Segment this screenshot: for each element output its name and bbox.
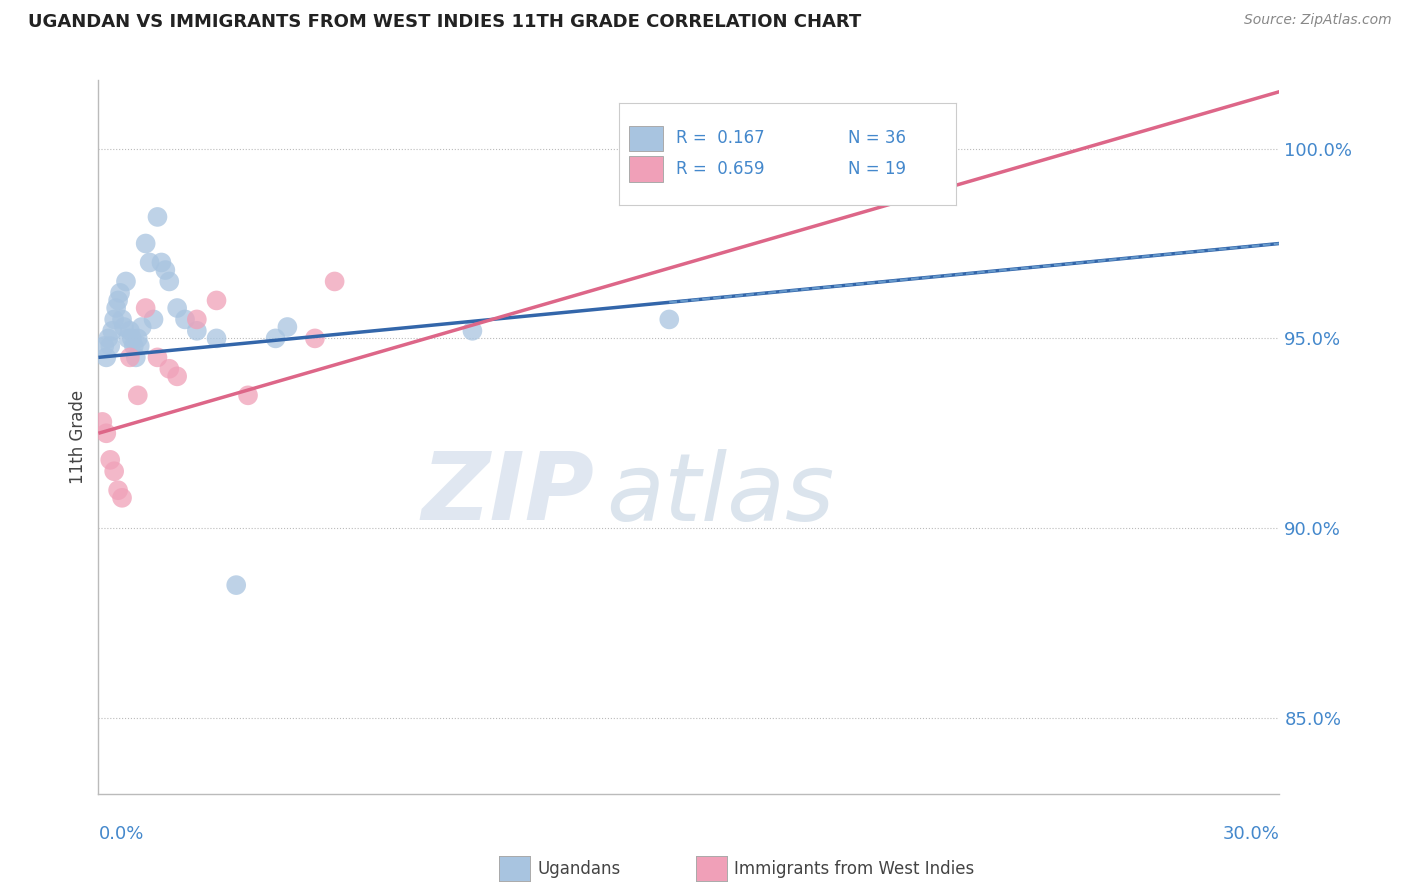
Text: Immigrants from West Indies: Immigrants from West Indies — [734, 860, 974, 878]
Point — [205, 331, 228, 345]
Point — [127, 331, 149, 345]
Point — [225, 578, 247, 592]
Point — [125, 351, 148, 365]
Text: R =  0.659: R = 0.659 — [676, 161, 765, 178]
Point — [107, 483, 129, 498]
Point — [658, 312, 681, 326]
Point — [121, 331, 143, 345]
Point — [122, 339, 145, 353]
Point — [135, 301, 157, 315]
Point — [103, 312, 125, 326]
Point — [276, 320, 298, 334]
Point — [146, 210, 169, 224]
Text: 0.0%: 0.0% — [98, 825, 143, 843]
Point — [108, 285, 131, 300]
Text: ZIP: ZIP — [422, 448, 595, 541]
Point — [166, 369, 188, 384]
Point — [135, 236, 157, 251]
Point — [118, 351, 141, 365]
Point — [138, 255, 160, 269]
Point — [105, 301, 128, 315]
Point — [103, 464, 125, 478]
Point — [186, 312, 208, 326]
Point — [115, 275, 138, 289]
Point — [98, 339, 121, 353]
Point — [91, 415, 114, 429]
Point — [150, 255, 173, 269]
Text: UGANDAN VS IMMIGRANTS FROM WEST INDIES 11TH GRADE CORRELATION CHART: UGANDAN VS IMMIGRANTS FROM WEST INDIES 1… — [28, 13, 862, 31]
Text: R =  0.167: R = 0.167 — [676, 129, 765, 147]
Point — [111, 312, 134, 326]
Point — [146, 351, 169, 365]
Point — [98, 453, 121, 467]
Point — [117, 331, 139, 345]
Point — [111, 491, 134, 505]
Bar — [628, 156, 662, 182]
Point — [174, 312, 197, 326]
Point — [96, 426, 118, 441]
Point — [304, 331, 326, 345]
Text: Source: ZipAtlas.com: Source: ZipAtlas.com — [1244, 13, 1392, 28]
Text: Ugandans: Ugandans — [537, 860, 620, 878]
Point — [128, 339, 150, 353]
Point — [97, 331, 120, 345]
Point — [127, 388, 149, 402]
Point — [166, 301, 188, 315]
Point — [93, 339, 115, 353]
Point — [934, 142, 956, 156]
Point — [205, 293, 228, 308]
Point — [96, 351, 118, 365]
Point — [118, 324, 141, 338]
Text: N = 36: N = 36 — [848, 129, 905, 147]
Y-axis label: 11th Grade: 11th Grade — [69, 390, 87, 484]
Point — [142, 312, 165, 326]
Point — [155, 263, 177, 277]
Point — [131, 320, 153, 334]
Point — [461, 324, 484, 338]
Point — [776, 161, 799, 175]
Point — [157, 361, 180, 376]
Point — [157, 275, 180, 289]
Point — [107, 293, 129, 308]
Point — [323, 275, 346, 289]
Text: atlas: atlas — [606, 449, 835, 540]
Point — [236, 388, 259, 402]
Point — [186, 324, 208, 338]
Bar — [628, 126, 662, 152]
Point — [101, 324, 124, 338]
Text: 30.0%: 30.0% — [1223, 825, 1279, 843]
Text: N = 19: N = 19 — [848, 161, 905, 178]
Point — [112, 320, 135, 334]
Point — [264, 331, 287, 345]
